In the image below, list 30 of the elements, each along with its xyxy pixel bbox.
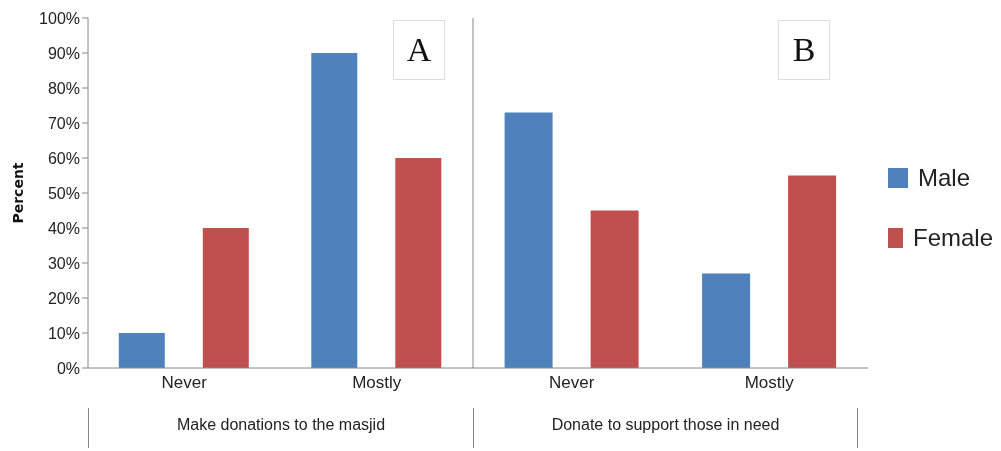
bar bbox=[395, 158, 442, 368]
legend-label: Female bbox=[912, 224, 993, 252]
y-tick-label: 20% bbox=[47, 289, 80, 307]
y-tick-label: 10% bbox=[47, 324, 80, 342]
bar bbox=[702, 273, 751, 368]
x-tick-label: Never bbox=[549, 373, 595, 393]
y-tick-label: 80% bbox=[47, 79, 80, 97]
x-axis-title: Donate to support those in need bbox=[473, 408, 858, 448]
bar bbox=[590, 210, 639, 368]
x-tick-label: Mostly bbox=[352, 373, 402, 393]
y-tick-label: 50% bbox=[47, 184, 80, 202]
y-tick-label: 100% bbox=[39, 9, 80, 27]
y-tick-label: 0% bbox=[56, 359, 80, 377]
bar bbox=[202, 228, 249, 368]
x-tick-label: Never bbox=[161, 373, 208, 393]
x-axis-title: Make donations to the masjid bbox=[88, 408, 473, 448]
annotation: A bbox=[393, 20, 445, 80]
x-tick-label: Mostly bbox=[744, 373, 795, 393]
bar bbox=[504, 112, 553, 368]
annotation: B bbox=[778, 20, 830, 80]
y-tick-label: 30% bbox=[47, 254, 80, 272]
y-tick-label: 70% bbox=[47, 114, 80, 132]
y-tick-label: 60% bbox=[47, 149, 80, 167]
y-tick-label: 90% bbox=[47, 44, 80, 62]
legend-label: Male bbox=[918, 164, 971, 192]
y-tick-label: 40% bbox=[47, 219, 80, 237]
bar bbox=[118, 333, 165, 368]
bar bbox=[788, 175, 837, 368]
bar bbox=[311, 53, 358, 368]
y-axis-title: Percent bbox=[9, 162, 26, 224]
